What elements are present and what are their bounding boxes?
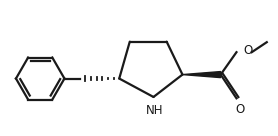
Text: O: O: [235, 103, 244, 116]
Text: O: O: [244, 44, 253, 57]
Polygon shape: [182, 72, 221, 78]
Text: NH: NH: [146, 104, 163, 117]
